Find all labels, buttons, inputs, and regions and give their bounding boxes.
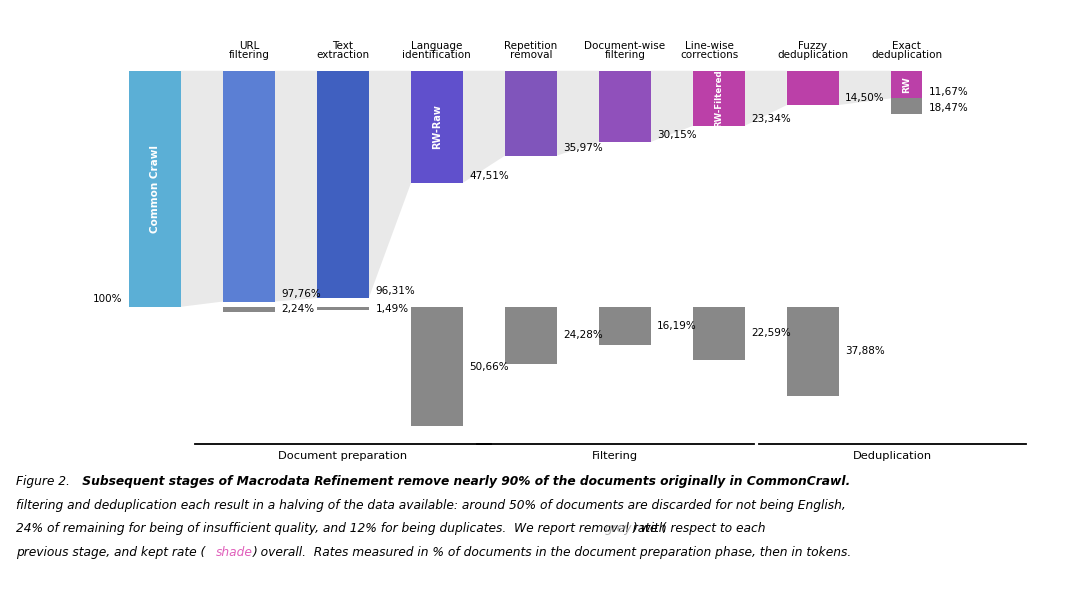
Text: 16,19%: 16,19% bbox=[658, 321, 697, 331]
Text: 24,28%: 24,28% bbox=[564, 330, 603, 340]
Polygon shape bbox=[744, 71, 787, 126]
Text: RW: RW bbox=[902, 76, 912, 93]
Bar bbox=[891, 99, 922, 114]
Text: 18,47%: 18,47% bbox=[929, 103, 969, 113]
Text: Common Crawl: Common Crawl bbox=[150, 145, 160, 233]
Text: 14,50%: 14,50% bbox=[846, 93, 885, 103]
Text: Repetition: Repetition bbox=[504, 41, 557, 51]
Text: Language: Language bbox=[411, 41, 462, 51]
Bar bbox=[411, 71, 462, 183]
Text: 96,31%: 96,31% bbox=[376, 286, 415, 296]
Bar bbox=[318, 71, 368, 298]
Text: ) overall.  Rates measured in % of documents in the document preparation phase, : ) overall. Rates measured in % of docume… bbox=[253, 546, 852, 559]
Bar bbox=[505, 307, 556, 364]
Text: RW-Raw: RW-Raw bbox=[432, 104, 442, 149]
Polygon shape bbox=[838, 71, 891, 105]
Text: 30,15%: 30,15% bbox=[658, 130, 697, 140]
Text: previous stage, and kept rate (: previous stage, and kept rate ( bbox=[16, 546, 205, 559]
Text: Fuzzy: Fuzzy bbox=[798, 41, 827, 51]
Bar bbox=[599, 71, 650, 142]
Text: Line-wise: Line-wise bbox=[685, 41, 733, 51]
Text: 50,66%: 50,66% bbox=[470, 362, 509, 372]
Text: filtering: filtering bbox=[229, 50, 269, 60]
Bar bbox=[787, 71, 838, 105]
Text: 37,88%: 37,88% bbox=[846, 346, 885, 356]
Text: 1,49%: 1,49% bbox=[376, 304, 408, 313]
Polygon shape bbox=[274, 71, 318, 301]
Text: 35,97%: 35,97% bbox=[564, 143, 603, 153]
Text: Filtering: Filtering bbox=[592, 451, 638, 461]
Text: 23,34%: 23,34% bbox=[752, 113, 791, 123]
Bar bbox=[224, 71, 274, 301]
Bar bbox=[411, 307, 462, 427]
Polygon shape bbox=[368, 71, 411, 298]
Text: 100%: 100% bbox=[93, 294, 122, 304]
Text: 97,76%: 97,76% bbox=[282, 289, 321, 299]
Text: removal: removal bbox=[510, 50, 552, 60]
Text: identification: identification bbox=[403, 50, 471, 60]
Bar bbox=[130, 71, 180, 307]
Text: Subsequent stages of Macrodata Refinement remove nearly 90% of the documents ori: Subsequent stages of Macrodata Refinemen… bbox=[78, 475, 850, 488]
Bar bbox=[318, 307, 368, 310]
Text: Document preparation: Document preparation bbox=[279, 451, 407, 461]
Bar bbox=[693, 71, 744, 126]
Text: Figure 2.: Figure 2. bbox=[16, 475, 70, 488]
Text: 11,67%: 11,67% bbox=[929, 87, 969, 97]
Bar bbox=[599, 307, 650, 345]
Text: filtering: filtering bbox=[605, 50, 645, 60]
Bar bbox=[224, 307, 274, 312]
Text: extraction: extraction bbox=[316, 50, 369, 60]
Text: 22,59%: 22,59% bbox=[752, 329, 791, 339]
Polygon shape bbox=[180, 71, 224, 307]
Text: Text: Text bbox=[333, 41, 353, 51]
Text: Document-wise: Document-wise bbox=[584, 41, 665, 51]
Text: 2,24%: 2,24% bbox=[282, 304, 314, 314]
Text: shade: shade bbox=[216, 546, 253, 559]
Text: grey: grey bbox=[605, 522, 632, 535]
Polygon shape bbox=[556, 71, 599, 156]
Text: deduplication: deduplication bbox=[778, 50, 848, 60]
Text: ) with respect to each: ) with respect to each bbox=[633, 522, 767, 535]
Text: 24% of remaining for being of insufficient quality, and 12% for being duplicates: 24% of remaining for being of insufficie… bbox=[16, 522, 666, 535]
Text: 47,51%: 47,51% bbox=[470, 171, 509, 181]
Polygon shape bbox=[650, 71, 693, 142]
Text: RW-Filtered: RW-Filtered bbox=[714, 70, 724, 127]
Text: Exact: Exact bbox=[892, 41, 921, 51]
Text: deduplication: deduplication bbox=[872, 50, 942, 60]
Text: filtering and deduplication each result in a halving of the data available: arou: filtering and deduplication each result … bbox=[16, 499, 846, 512]
Bar bbox=[505, 71, 556, 156]
Text: corrections: corrections bbox=[680, 50, 739, 60]
Polygon shape bbox=[462, 71, 505, 183]
Bar bbox=[693, 307, 744, 360]
Text: URL: URL bbox=[239, 41, 259, 51]
Bar bbox=[787, 307, 838, 396]
Text: Deduplication: Deduplication bbox=[853, 451, 932, 461]
Bar bbox=[891, 71, 922, 99]
